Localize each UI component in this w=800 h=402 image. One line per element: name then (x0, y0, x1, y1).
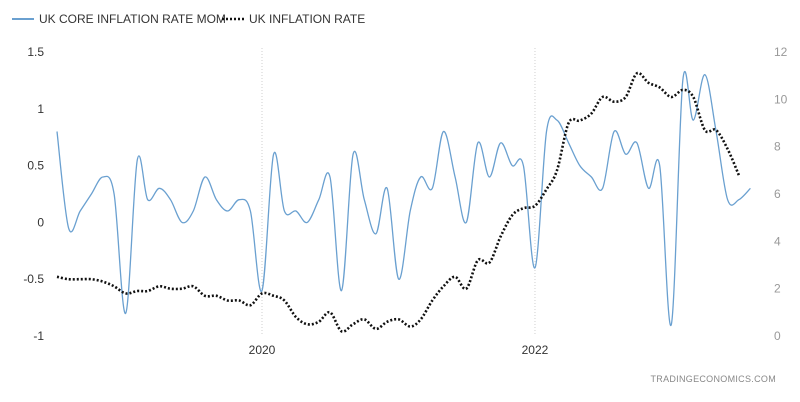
legend-label-1: UK INFLATION RATE (249, 12, 365, 26)
series-line-1 (56, 71, 741, 333)
series-line-0 (56, 70, 751, 326)
y-right-tick-label-0: 0 (774, 329, 781, 343)
y-right-tick-label-5: 10 (774, 92, 788, 106)
right-axis: 0 2 4 6 8 10 12 (774, 45, 788, 343)
y-left-tick-label-1: -0.5 (23, 272, 44, 286)
y-left-tick-label-3: 0.5 (27, 159, 44, 173)
y-left-tick-label-4: 1 (37, 102, 44, 116)
y-right-tick-label-4: 8 (774, 140, 781, 154)
y-left-tick-label-5: 1.5 (27, 45, 44, 59)
x-axis: 2020 2022 (249, 343, 549, 357)
y-left-tick-label-2: 0 (37, 215, 44, 229)
y-left-tick-label-0: -1 (33, 329, 44, 343)
y-right-tick-label-1: 2 (774, 282, 781, 296)
legend-label-0: UK CORE INFLATION RATE MOM (39, 12, 226, 26)
plot-area (56, 70, 751, 333)
y-right-tick-label-2: 4 (774, 234, 781, 248)
x-tick-label-0: 2020 (249, 343, 276, 357)
y-right-tick-label-3: 6 (774, 187, 781, 201)
grid (261, 48, 536, 336)
legend: UK CORE INFLATION RATE MOM UK INFLATION R… (12, 12, 365, 26)
source-label: TRADINGECONOMICS.COM (650, 374, 776, 384)
y-right-tick-label-6: 12 (774, 45, 788, 59)
x-tick-label-1: 2022 (522, 343, 549, 357)
left-axis: -1 -0.5 0 0.5 1 1.5 (23, 45, 44, 343)
